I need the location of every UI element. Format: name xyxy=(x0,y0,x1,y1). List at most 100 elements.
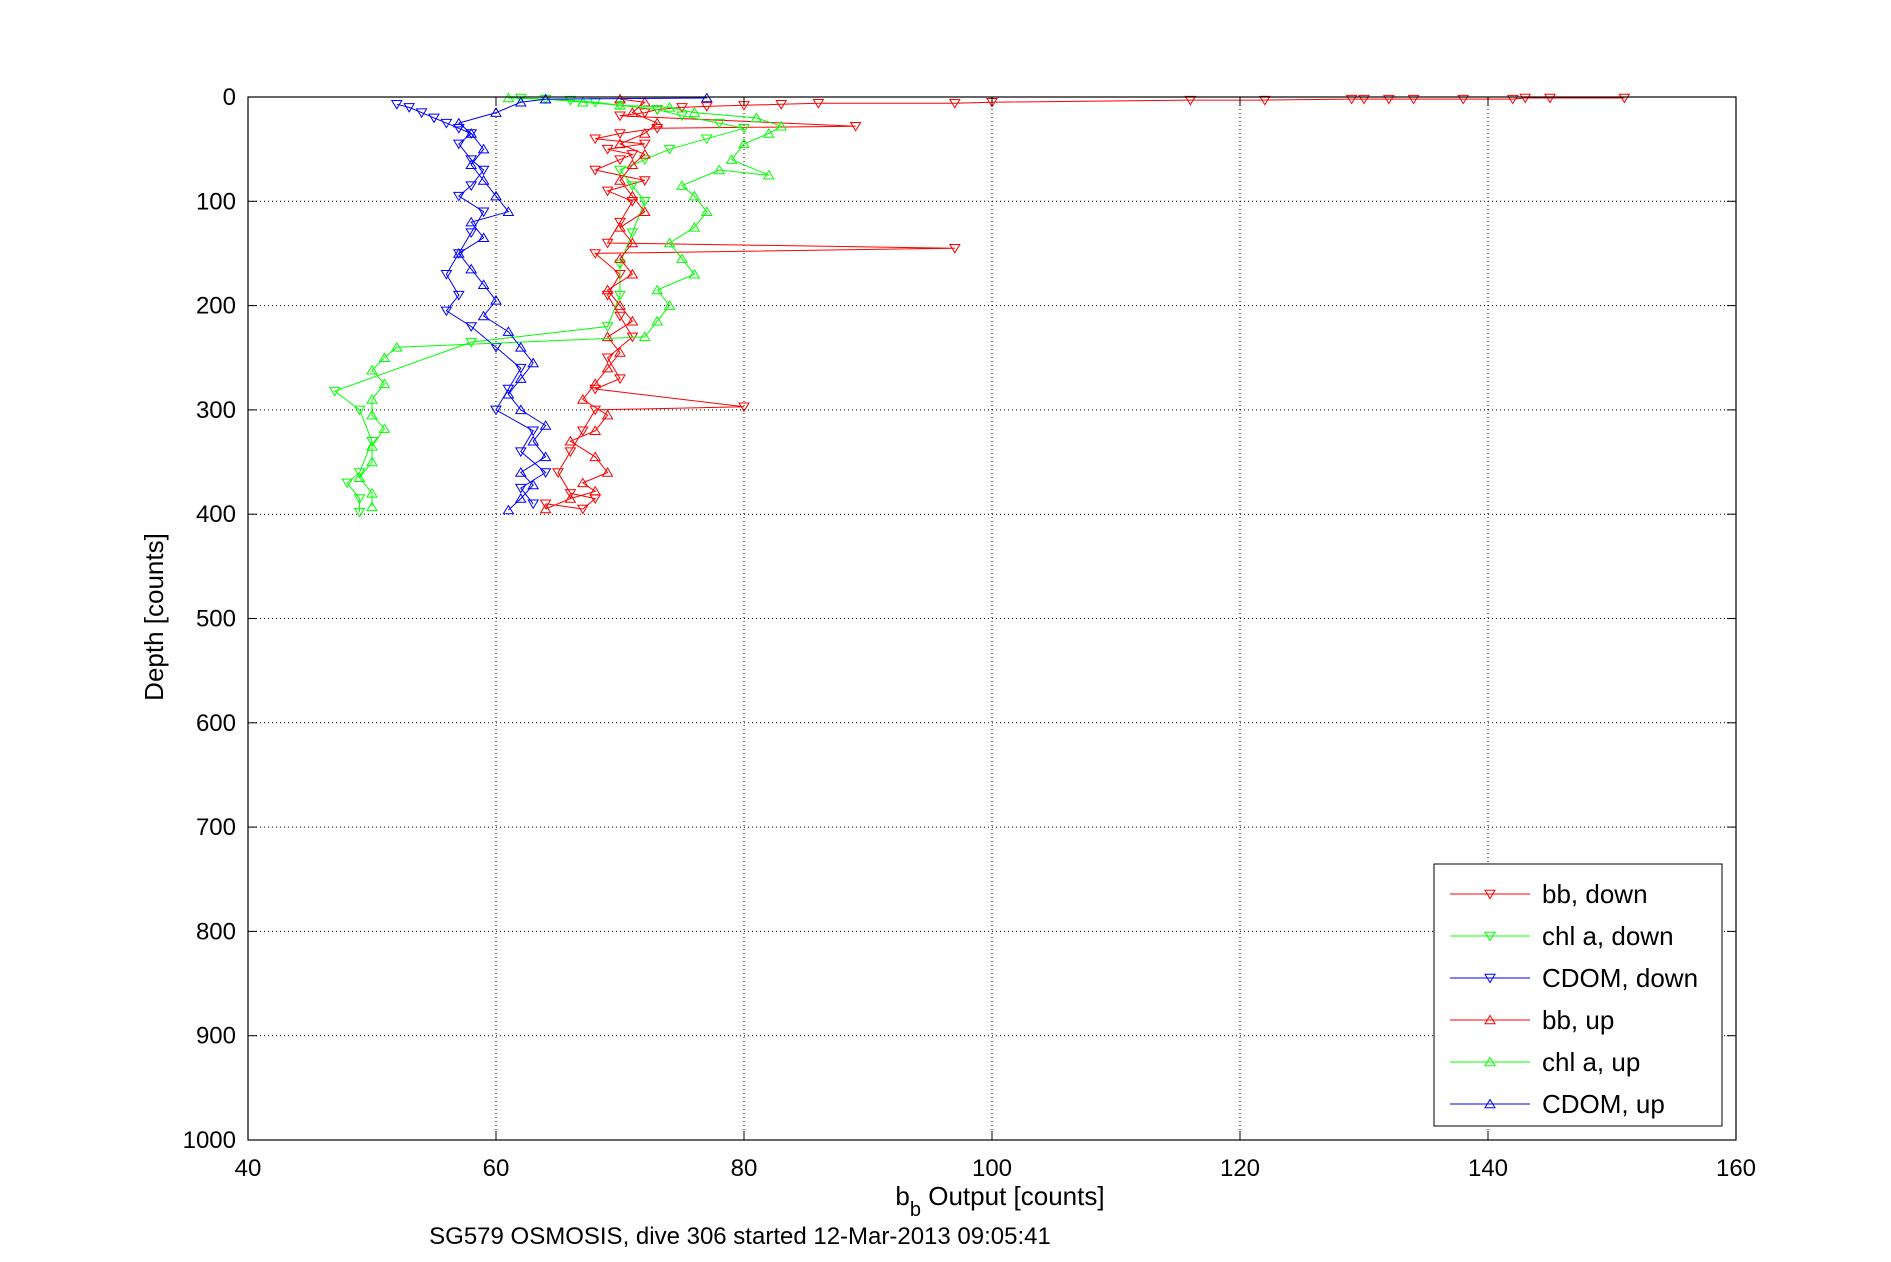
data-point xyxy=(353,468,366,478)
data-point xyxy=(576,96,589,107)
data-point xyxy=(589,378,602,389)
legend-label: CDOM, down xyxy=(1542,963,1698,993)
data-point xyxy=(738,138,750,149)
data-point xyxy=(390,341,403,352)
data-point xyxy=(589,165,602,176)
data-point xyxy=(614,253,626,263)
legend-swatch-marker xyxy=(1484,1056,1496,1067)
y-tick-label: 100 xyxy=(196,188,236,215)
data-point xyxy=(452,191,465,202)
data-point xyxy=(564,489,577,499)
data-point xyxy=(539,468,552,478)
data-point xyxy=(626,181,639,192)
legend-label: bb, down xyxy=(1542,879,1648,909)
data-point xyxy=(514,363,527,374)
data-point xyxy=(514,467,527,477)
data-point xyxy=(428,113,440,124)
data-point xyxy=(514,493,527,503)
data-point xyxy=(1258,95,1271,106)
data-point xyxy=(1382,94,1395,105)
legend-item: chl a, down xyxy=(1450,921,1674,951)
series-line xyxy=(333,97,745,513)
data-point xyxy=(490,107,502,117)
data-point xyxy=(614,99,626,110)
data-point xyxy=(452,247,465,258)
data-point xyxy=(366,436,378,447)
y-tick-label: 300 xyxy=(196,397,236,424)
data-point xyxy=(477,174,490,185)
data-point xyxy=(527,357,540,368)
data-point xyxy=(601,290,614,301)
data-point xyxy=(1506,94,1519,105)
data-point xyxy=(539,503,552,514)
data-point xyxy=(614,259,626,270)
data-point xyxy=(1184,95,1197,106)
data-point xyxy=(378,352,391,362)
y-tick-label: 700 xyxy=(196,814,236,841)
data-point xyxy=(688,221,701,232)
data-point xyxy=(502,206,515,216)
data-point xyxy=(638,108,651,119)
data-point xyxy=(738,124,750,134)
data-point xyxy=(366,394,378,404)
footer-caption: SG579 OSMOSIS, dive 306 started 12-Mar-2… xyxy=(429,1223,1051,1250)
data-point xyxy=(465,181,478,192)
data-point xyxy=(378,423,391,433)
data-point xyxy=(614,347,626,357)
data-point xyxy=(477,232,490,243)
data-point xyxy=(663,237,676,248)
x-axis-label-main: b xyxy=(895,1181,909,1211)
series-chl-a-up xyxy=(353,92,788,512)
data-point xyxy=(477,310,490,321)
data-point xyxy=(539,93,552,104)
data-point xyxy=(614,374,626,385)
y-tick-label: 800 xyxy=(196,918,236,945)
data-point xyxy=(366,487,378,498)
data-point xyxy=(1618,93,1631,104)
x-tick-label: 60 xyxy=(483,1155,510,1182)
data-point xyxy=(539,499,552,510)
data-point xyxy=(1519,93,1532,104)
data-point xyxy=(514,373,527,383)
data-point xyxy=(1407,94,1420,105)
data-point xyxy=(366,501,378,512)
data-point xyxy=(353,494,366,505)
data-point xyxy=(1457,94,1470,105)
series-line xyxy=(457,97,707,511)
data-point xyxy=(353,405,366,416)
data-point xyxy=(490,190,502,201)
x-axis-label: bb Output [counts] xyxy=(895,1181,1104,1221)
data-point xyxy=(502,326,515,336)
data-point xyxy=(626,268,639,279)
data-point xyxy=(465,322,478,332)
series-cdom-down xyxy=(390,100,552,510)
data-point xyxy=(366,456,378,467)
data-point xyxy=(601,238,614,249)
data-point xyxy=(514,341,527,352)
x-tick-label: 160 xyxy=(1716,1155,1756,1182)
data-point xyxy=(713,164,726,175)
y-tick-label: 0 xyxy=(223,84,236,111)
data-point xyxy=(465,159,478,170)
data-point xyxy=(539,420,552,430)
data-point xyxy=(762,169,775,180)
data-point xyxy=(626,237,639,248)
data-point xyxy=(440,306,453,317)
data-point xyxy=(589,134,602,145)
data-point xyxy=(514,447,527,458)
data-point xyxy=(378,378,391,389)
data-point xyxy=(465,155,478,166)
data-point xyxy=(601,186,614,197)
data-point xyxy=(601,322,614,332)
data-point xyxy=(738,402,750,413)
data-point xyxy=(390,100,403,110)
data-point xyxy=(564,493,577,503)
y-tick-label: 600 xyxy=(196,710,236,737)
series-cdom-up xyxy=(452,92,713,515)
data-point xyxy=(341,478,354,489)
legend-swatch-marker xyxy=(1484,1014,1496,1025)
data-point xyxy=(490,294,502,305)
x-tick-label: 120 xyxy=(1220,1155,1260,1182)
legend: bb, down chl a, down CDOM, down bb, up chl a… xyxy=(1433,863,1723,1127)
